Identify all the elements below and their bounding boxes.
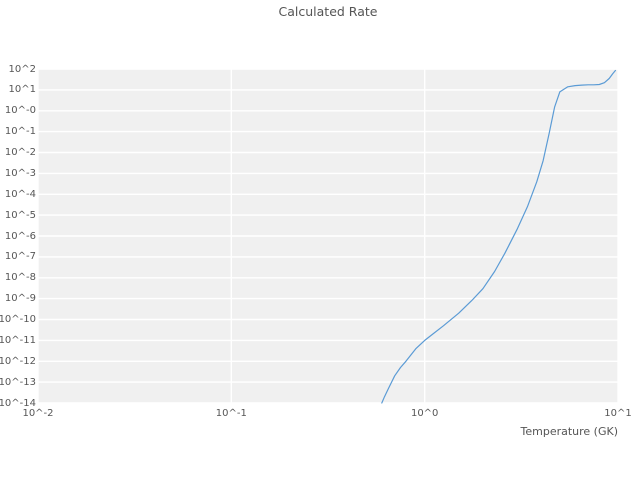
series-line bbox=[381, 69, 617, 404]
y-tick-label: 10^-11 bbox=[0, 334, 36, 346]
chart-title: Calculated Rate bbox=[278, 4, 378, 19]
x-tick-label: 10^-2 bbox=[22, 408, 54, 419]
y-tick-label: 10^-10 bbox=[0, 314, 36, 325]
y-tick-label: 10^-8 bbox=[4, 272, 36, 284]
y-tick-label: 10^-9 bbox=[4, 293, 36, 305]
x-tick-label: 10^-1 bbox=[215, 408, 247, 419]
y-tick-label: 10^-1 bbox=[4, 126, 36, 138]
y-tick-label: 10^2 bbox=[8, 63, 36, 75]
y-tick-label: 10^-0 bbox=[4, 105, 36, 117]
x-tick-label: 10^1 bbox=[604, 408, 632, 419]
y-tick-label: 10^-6 bbox=[4, 230, 36, 242]
y-tick-label: 10^-4 bbox=[4, 188, 36, 200]
x-axis-label: Temperature (GK) bbox=[520, 425, 619, 438]
y-tick-label: 10^-14 bbox=[0, 397, 36, 409]
x-tick-label: 10^0 bbox=[410, 408, 439, 419]
y-tick-label: 10^-7 bbox=[4, 251, 36, 263]
y-tick-label: 10^-2 bbox=[4, 147, 36, 158]
y-tick-label: 10^-3 bbox=[4, 167, 36, 179]
y-tick-label: 10^-12 bbox=[0, 355, 36, 367]
y-tick-label: 10^-5 bbox=[4, 209, 36, 221]
y-tick-label: 10^-13 bbox=[0, 376, 36, 388]
y-tick-label: 10^1 bbox=[8, 84, 36, 96]
